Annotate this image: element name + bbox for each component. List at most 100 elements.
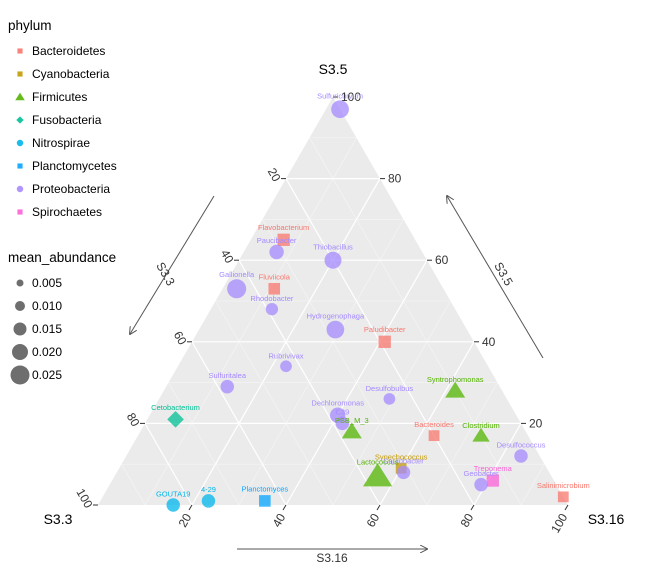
point-label-fluviicola: Fluviicola [259, 273, 291, 282]
point-label-treponema: Treponema [474, 464, 513, 473]
legend-abundance-label: 0.010 [32, 298, 63, 313]
legend-key-square [17, 70, 23, 77]
tick-label-right: 80 [388, 172, 402, 186]
point-label-geobacter: Geobacter [464, 469, 500, 478]
legend-phylum-label: Spirochaetes [32, 204, 103, 219]
gridline-s33 [191, 341, 287, 506]
tick-label-left: 20 [265, 166, 284, 185]
legend-key-mark [16, 115, 24, 124]
legend-key-mark [17, 208, 23, 215]
tick-label-bottom: 40 [270, 511, 289, 530]
legend-abundance-key [8, 317, 32, 340]
legend-abundance-label: 0.020 [32, 344, 63, 359]
point-label-thiobacillus: Thiobacillus [313, 243, 353, 252]
legend-phylum-item: Spirochaetes [8, 200, 117, 223]
legend-size-mark [16, 279, 24, 286]
gridline-s316 [473, 423, 522, 506]
point-label-flavobacterium: Flavobacterium [258, 223, 309, 232]
legend-key-square [17, 208, 23, 215]
legend-phylum-key [8, 200, 32, 223]
legend-size-circle [12, 343, 28, 360]
data-point-psb-m-3 [341, 422, 362, 439]
gridline-s316 [426, 382, 498, 506]
gridline-s33 [168, 382, 240, 506]
point-label-cetobacterium: Cetobacterium [151, 403, 200, 412]
tick-label-right: 60 [435, 253, 449, 267]
point-label-bacteroides: Bacteroides [414, 420, 454, 429]
data-point-desulfococcus [514, 449, 528, 463]
point-label-c39: C39 [336, 408, 350, 417]
point-label-dechloromonas: Dechloromonas [311, 399, 364, 408]
data-point-paucibacter [269, 244, 284, 260]
legend-abundance-key [8, 271, 32, 294]
point-label-desulfococcus: Desulfococcus [497, 440, 546, 449]
point-label-paucibacter: Paucibacter [257, 236, 297, 245]
point-label-sulfuricurvum: Sulfuricurvum [317, 91, 363, 100]
data-point-gouta19 [166, 498, 180, 512]
gridline-s33 [144, 423, 193, 506]
legend-abundance-key [8, 363, 32, 386]
legend-size-mark [15, 300, 25, 311]
tick-label-bottom: 100 [548, 511, 570, 536]
legend-size-circle [13, 322, 27, 335]
data-point-gallionella [227, 279, 247, 299]
point-label-synechococcus: Synechococcus [375, 453, 428, 462]
data-point-salinimicrobium [557, 491, 569, 503]
point-label-rhodobacter: Rhodobacter [250, 294, 293, 303]
tick-mark-bottom [470, 504, 475, 511]
data-point-flavobacterium [277, 233, 290, 246]
legend-phylum-label: Cyanobacteria [32, 66, 110, 81]
point-label-gallionella: Gallionella [219, 270, 255, 279]
point-label-syntrophomonas: Syntrophomonas [427, 375, 484, 384]
point-label-psb-m-3: PSB_M_3 [335, 416, 369, 425]
legend-abundance-item: 0.015 [8, 317, 116, 340]
point-label-planctomyces: Planctomyces [242, 485, 289, 494]
tick-label-left: 40 [218, 247, 237, 266]
legend-key-square [17, 47, 23, 54]
legend-phylum-label: Fusobacteria [32, 112, 102, 127]
legend-phylum-key [8, 85, 32, 108]
legend-abundance-item: 0.020 [8, 340, 116, 363]
axis-arrow-label-right: S3.5 [491, 260, 516, 289]
legend-phylum-label: Planctomycetes [32, 158, 117, 173]
legend-abundance-item: 0.010 [8, 294, 116, 317]
point-label-sulfuritalea: Sulfuritalea [208, 371, 246, 380]
gridline-s316 [520, 464, 545, 506]
legend-size-mark [10, 365, 30, 384]
legend-phylum-key [8, 62, 32, 85]
legend-size-circle [16, 279, 24, 286]
legend-key-mark [17, 162, 23, 169]
data-point-4-29 [201, 494, 216, 508]
legend-phylum-item: Fusobacteria [8, 108, 117, 131]
tick-label-bottom: 20 [176, 511, 195, 530]
axis-arrow-label-left: S3.3 [153, 260, 178, 289]
data-point-rubrivivax [280, 360, 292, 373]
vertex-label-left: S3.3 [44, 511, 73, 527]
data-point-geobacter [474, 477, 488, 492]
tick-mark-bottom [282, 504, 287, 511]
point-label-rubrivivax: Rubrivivax [268, 351, 303, 360]
tick-mark-bottom [564, 504, 569, 511]
legend-phylum-key [8, 154, 32, 177]
legend-phylum-key [8, 39, 32, 62]
legend-phylum-label: Bacteroidetes [32, 43, 106, 58]
tick-label-left: 80 [124, 410, 143, 429]
gridline-s316 [144, 137, 357, 506]
tick-label-left: 60 [171, 329, 190, 348]
data-point-paludibacter [378, 335, 391, 348]
data-point-caulobacter [396, 465, 411, 480]
data-point-sulfuritalea [220, 379, 234, 394]
data-point-hydrogenophaga [326, 320, 345, 339]
legend-phylum-label: Nitrospirae [32, 135, 91, 150]
legend-phylum-item: Proteobacteria [8, 177, 117, 200]
gridline-s33 [309, 137, 522, 506]
legend-abundance-label: 0.005 [32, 275, 63, 290]
legend-phylum-key [8, 131, 32, 154]
tick-label-right: 20 [529, 416, 543, 430]
gridline-s33 [262, 219, 428, 506]
data-points [166, 100, 569, 512]
data-point-sulfuricurvum [331, 100, 349, 119]
point-label-4-29: 4-29 [201, 485, 216, 494]
legend-size-mark [12, 343, 28, 360]
gridline-s316 [238, 219, 404, 506]
